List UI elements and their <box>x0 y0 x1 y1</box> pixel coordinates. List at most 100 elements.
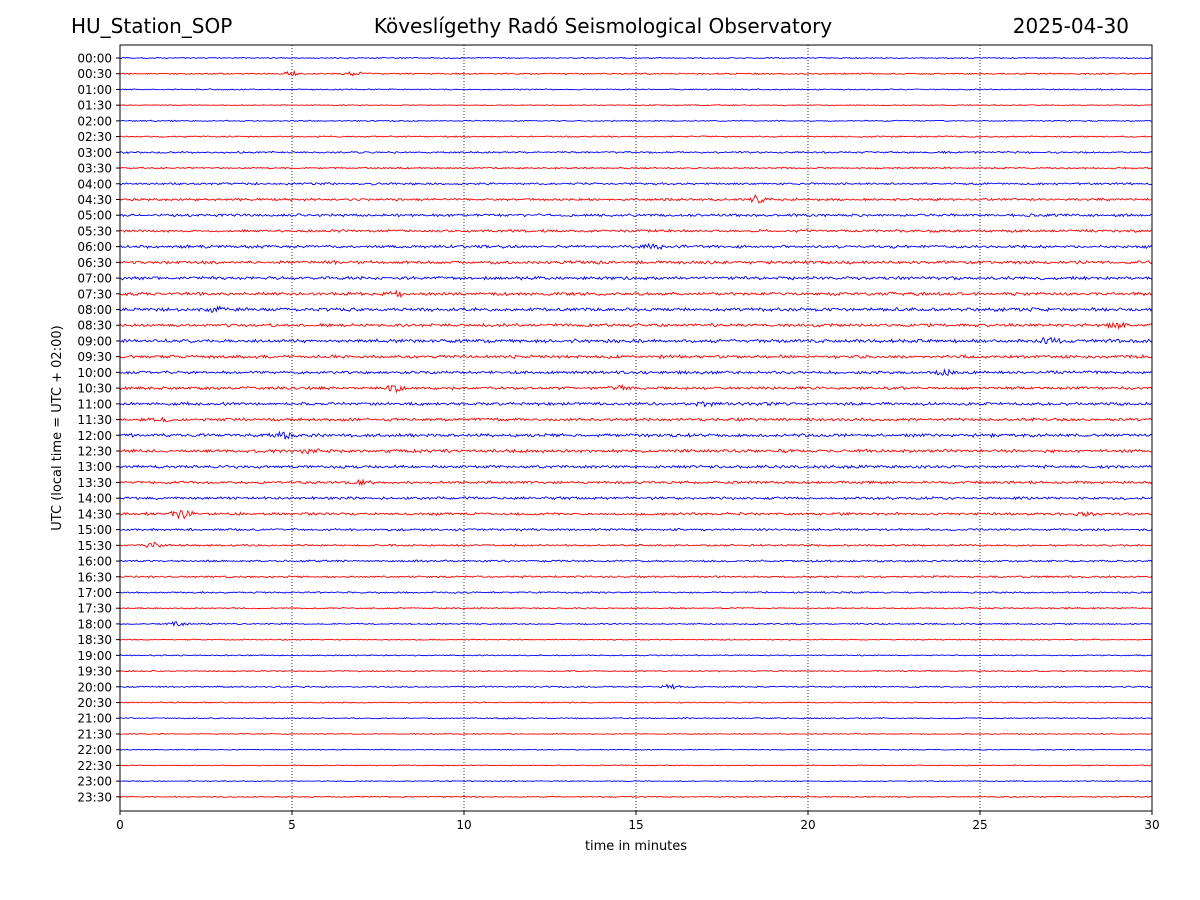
y-tick-label: 18:30 <box>77 633 112 647</box>
trace-1400 <box>119 495 1153 501</box>
trace-0900 <box>119 336 1153 345</box>
chart-title: Köveslígethy Radó Seismological Observat… <box>373 14 833 38</box>
trace-0300 <box>119 150 1153 155</box>
y-tick-label: 21:30 <box>77 727 112 741</box>
y-tick-label: 02:30 <box>77 130 112 144</box>
trace-1200 <box>119 430 1153 440</box>
trace-1630 <box>119 575 1153 579</box>
trace-1900 <box>119 654 1153 657</box>
trace-2200 <box>119 748 1153 751</box>
y-tick-label: 16:30 <box>77 570 112 584</box>
y-tick-label: 10:30 <box>77 382 112 396</box>
trace-1030 <box>119 383 1153 394</box>
x-axis-ticks: 0 5 10 15 20 25 30 <box>116 811 1160 832</box>
y-tick-label: 03:00 <box>77 146 112 160</box>
trace-1600 <box>119 559 1153 563</box>
y-tick-label: 00:30 <box>77 67 112 81</box>
y-tick-label: 22:00 <box>77 743 112 757</box>
y-tick-label: 16:00 <box>77 555 112 569</box>
trace-2030 <box>119 701 1153 704</box>
y-tick-label: 01:30 <box>77 99 112 113</box>
trace-1230 <box>119 448 1153 455</box>
trace-0000 <box>119 56 1153 60</box>
x-tick-label: 20 <box>800 818 815 832</box>
x-axis-label: time in minutes <box>585 839 687 854</box>
trace-0800 <box>119 305 1153 314</box>
y-tick-label: 15:30 <box>77 539 112 553</box>
chart-date: 2025-04-30 <box>1012 14 1129 38</box>
x-tick-label: 0 <box>116 818 124 832</box>
y-tick-label: 12:30 <box>77 445 112 459</box>
y-tick-label: 04:30 <box>77 193 112 207</box>
trace-0630 <box>119 259 1153 266</box>
y-tick-label: 06:30 <box>77 256 112 270</box>
y-tick-label: 03:30 <box>77 162 112 176</box>
trace-1930 <box>119 669 1153 673</box>
trace-1430 <box>119 509 1153 520</box>
trace-0100 <box>119 88 1153 91</box>
trace-1100 <box>119 401 1153 408</box>
trace-1300 <box>119 464 1153 470</box>
trace-2230 <box>119 764 1153 767</box>
y-tick-label: 07:00 <box>77 272 112 286</box>
trace-1800 <box>119 621 1153 627</box>
y-tick-label: 21:00 <box>77 712 112 726</box>
trace-0530 <box>119 228 1153 234</box>
trace-2300 <box>119 780 1153 783</box>
seismic-traces <box>119 56 1153 799</box>
y-tick-label: 17:30 <box>77 602 112 616</box>
trace-0930 <box>119 354 1152 360</box>
y-tick-label: 15:00 <box>77 523 112 537</box>
x-tick-label: 15 <box>628 818 643 832</box>
trace-1330 <box>119 478 1153 487</box>
y-tick-label: 06:00 <box>77 240 112 254</box>
trace-0230 <box>119 135 1153 138</box>
trace-0200 <box>119 119 1153 123</box>
y-tick-label: 07:30 <box>77 287 112 301</box>
y-tick-label: 00:00 <box>77 52 112 66</box>
y-tick-label: 23:30 <box>77 790 112 804</box>
x-tick-label: 25 <box>972 818 987 832</box>
y-tick-label: 05:00 <box>77 209 112 223</box>
y-tick-label: 11:30 <box>77 413 112 427</box>
trace-0330 <box>119 166 1153 170</box>
trace-0730 <box>119 289 1153 298</box>
trace-0500 <box>119 212 1153 218</box>
trace-1830 <box>119 638 1153 641</box>
y-tick-label: 08:00 <box>77 303 112 317</box>
x-tick-label: 5 <box>288 818 296 832</box>
y-tick-label: 14:00 <box>77 492 112 506</box>
y-tick-label: 18:00 <box>77 617 112 631</box>
y-tick-label: 08:30 <box>77 319 112 333</box>
y-tick-label: 19:00 <box>77 649 112 663</box>
station-name: HU_Station_SOP <box>71 14 233 38</box>
y-tick-label: 19:30 <box>77 665 112 679</box>
trace-1130 <box>119 416 1153 423</box>
trace-1730 <box>119 606 1153 610</box>
trace-0400 <box>119 181 1153 186</box>
y-axis-label: UTC (local time = UTC + 02:00) <box>50 325 65 530</box>
y-tick-label: 13:00 <box>77 460 112 474</box>
trace-0600 <box>119 242 1153 251</box>
y-tick-label: 11:00 <box>77 397 112 411</box>
y-tick-label: 10:00 <box>77 366 112 380</box>
y-tick-label: 13:30 <box>77 476 112 490</box>
y-tick-label: 05:30 <box>77 224 112 238</box>
y-tick-label: 23:00 <box>77 775 112 789</box>
y-tick-label: 20:30 <box>77 696 112 710</box>
trace-2000 <box>119 683 1153 690</box>
trace-1000 <box>119 368 1153 377</box>
y-tick-label: 02:00 <box>77 114 112 128</box>
trace-0430 <box>119 194 1153 204</box>
trace-1500 <box>119 527 1153 532</box>
y-tick-label: 20:00 <box>77 680 112 694</box>
y-tick-label: 04:00 <box>77 177 112 191</box>
trace-0130 <box>119 104 1153 107</box>
trace-1700 <box>119 590 1153 594</box>
y-tick-label: 12:00 <box>77 429 112 443</box>
trace-0700 <box>119 275 1153 281</box>
trace-0830 <box>119 321 1153 330</box>
trace-2330 <box>119 795 1153 799</box>
